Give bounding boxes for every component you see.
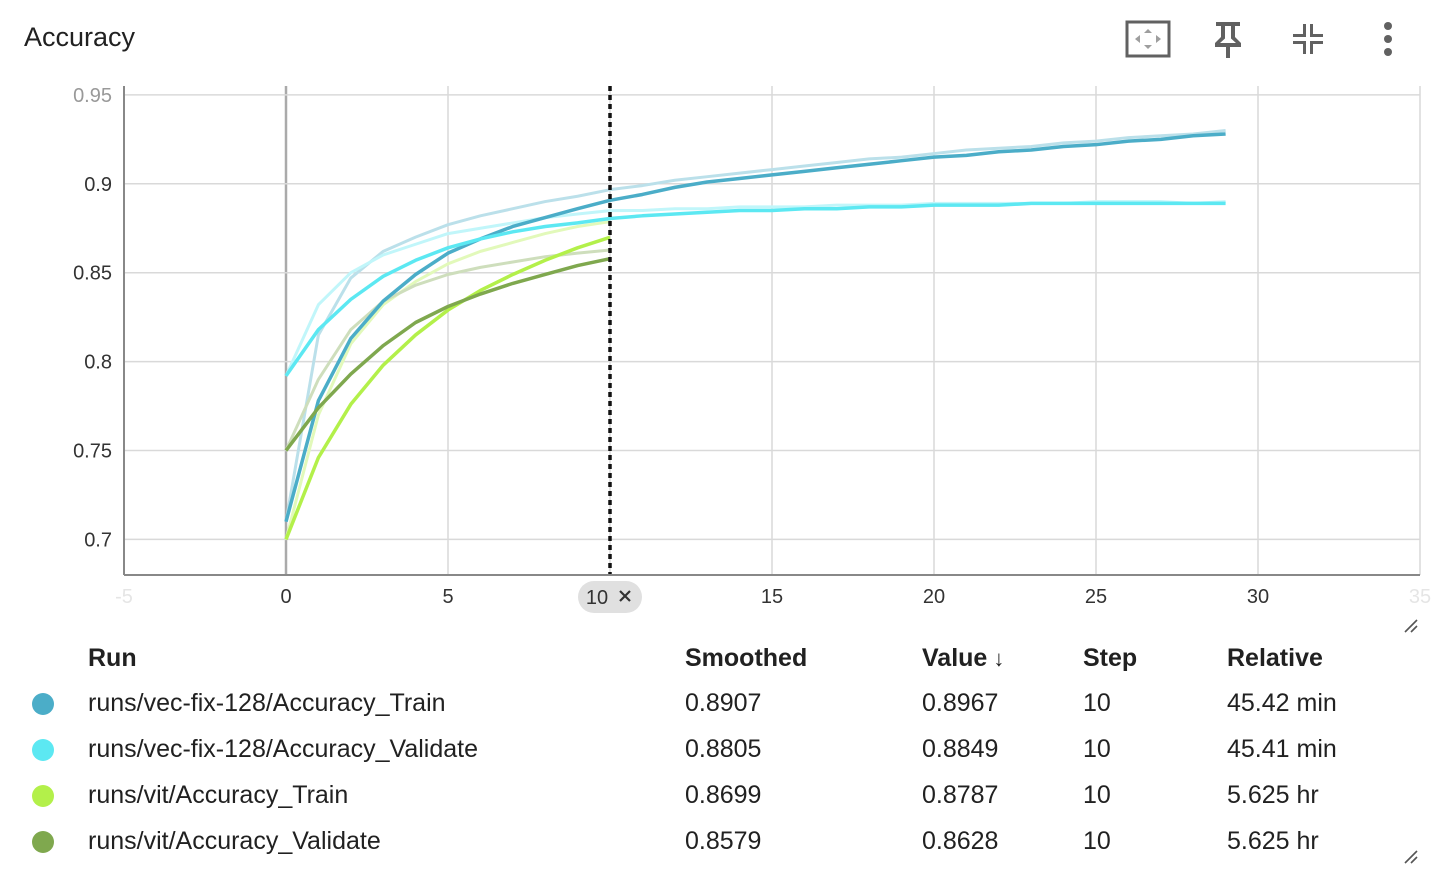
header-relative[interactable]: Relative — [1227, 643, 1323, 672]
series-smoothed-line — [284, 132, 1226, 523]
cell-run: runs/vec-fix-128/Accuracy_Train — [88, 688, 446, 717]
x-tick-label: 35 — [1409, 586, 1431, 608]
cell-step: 10 — [1083, 826, 1111, 855]
y-tick-label: 0.8 — [84, 352, 112, 374]
run-color-dot — [32, 784, 54, 807]
accuracy-chart[interactable]: 10 0.7 0.75 0.8 0.85 0.9 0.95 -5 0 5 15 20 25 30 35 — [0, 80, 1448, 625]
table-resize-handle[interactable] — [1402, 848, 1420, 866]
y-tick-label: 0.7 — [84, 529, 112, 551]
card-toolbar — [1108, 14, 1428, 64]
cell-step: 10 — [1083, 780, 1111, 809]
header-run[interactable]: Run — [88, 643, 137, 672]
sort-arrow-icon: ↓ — [993, 645, 1005, 671]
run-color-cell — [20, 680, 88, 726]
cell-value: 0.8849 — [922, 734, 999, 763]
more-vert-icon — [1384, 22, 1392, 56]
run-color-cell — [20, 726, 88, 772]
cell-step: 10 — [1083, 734, 1111, 763]
table-row[interactable]: runs/vec-fix-128/Accuracy_Validate 0.8805… — [20, 726, 1427, 772]
x-tick-label: 0 — [280, 586, 291, 608]
x-tick-label: 30 — [1247, 586, 1269, 608]
cell-smoothed: 0.8699 — [685, 780, 762, 809]
pin-button[interactable] — [1188, 14, 1268, 64]
cell-step: 10 — [1083, 688, 1111, 717]
run-color-dot — [32, 692, 54, 715]
close-icon[interactable] — [619, 590, 631, 602]
more-options-button[interactable] — [1348, 14, 1428, 64]
y-tick-label: 0.85 — [73, 263, 112, 285]
header-value[interactable]: Value ↓ — [922, 643, 1005, 672]
cell-value: 0.8787 — [922, 780, 999, 809]
card-title: Accuracy — [24, 22, 136, 52]
series-smoothed-line — [284, 201, 1226, 377]
step-cursor-chip[interactable] — [578, 581, 642, 613]
runs-table: Run Smoothed Value ↓ Step Relative runs/v… — [20, 636, 1427, 864]
cell-relative: 5.625 hr — [1227, 826, 1319, 855]
x-tick-label: 15 — [761, 586, 783, 608]
cell-value: 0.8967 — [922, 688, 999, 717]
series-raw-line — [284, 128, 1226, 522]
header-step[interactable]: Step — [1083, 643, 1138, 672]
series-raw-line — [284, 220, 611, 540]
run-color-dot — [32, 738, 54, 761]
series-smoothed-line — [284, 256, 611, 452]
x-tick-label: -5 — [115, 586, 133, 608]
run-color-cell — [20, 772, 88, 818]
chart-resize-handle[interactable] — [1402, 617, 1420, 635]
cell-value: 0.8628 — [922, 826, 999, 855]
y-tick-label: 0.75 — [73, 441, 112, 463]
step-cursor[interactable]: 10 — [578, 86, 642, 613]
cell-smoothed: 0.8805 — [685, 734, 762, 763]
runs-table-header: Run Smoothed Value ↓ Step Relative — [20, 636, 1427, 680]
series-lines — [284, 128, 1226, 541]
y-tick-label: 0.95 — [73, 85, 112, 107]
cell-run: runs/vit/Accuracy_Validate — [88, 826, 381, 855]
x-tick-label: 20 — [923, 586, 945, 608]
cell-relative: 5.625 hr — [1227, 780, 1319, 809]
fit-domain-icon — [1125, 20, 1171, 58]
cell-smoothed: 0.8907 — [685, 688, 762, 717]
y-tick-label: 0.9 — [84, 174, 112, 196]
cell-smoothed: 0.8579 — [685, 826, 762, 855]
axes: 0.7 0.75 0.8 0.85 0.9 0.95 -5 0 5 15 20 25 30 35 — [73, 85, 1431, 608]
collapse-icon — [1293, 24, 1323, 54]
fit-domain-button[interactable] — [1108, 14, 1188, 64]
run-color-dot — [32, 830, 54, 853]
run-color-cell — [20, 818, 88, 864]
table-row[interactable]: runs/vit/Accuracy_Validate 0.8579 0.8628 10… — [20, 818, 1427, 864]
x-tick-label: 25 — [1085, 586, 1107, 608]
cell-relative: 45.42 min — [1227, 688, 1337, 717]
step-cursor-label: 10 — [586, 587, 608, 609]
cell-run: runs/vit/Accuracy_Train — [88, 780, 349, 809]
pin-icon — [1215, 22, 1241, 58]
cell-relative: 45.41 min — [1227, 734, 1337, 763]
cell-run: runs/vec-fix-128/Accuracy_Validate — [88, 734, 478, 763]
header-smoothed[interactable]: Smoothed — [685, 643, 808, 672]
collapse-button[interactable] — [1268, 14, 1348, 64]
series-raw-line — [284, 200, 1226, 377]
table-row[interactable]: runs/vit/Accuracy_Train 0.8699 0.8787 10 5.6… — [20, 772, 1427, 818]
table-row[interactable]: runs/vec-fix-128/Accuracy_Train 0.8907 0.8… — [20, 680, 1427, 726]
series-smoothed-line — [284, 235, 611, 541]
x-tick-label: 5 — [442, 586, 453, 608]
